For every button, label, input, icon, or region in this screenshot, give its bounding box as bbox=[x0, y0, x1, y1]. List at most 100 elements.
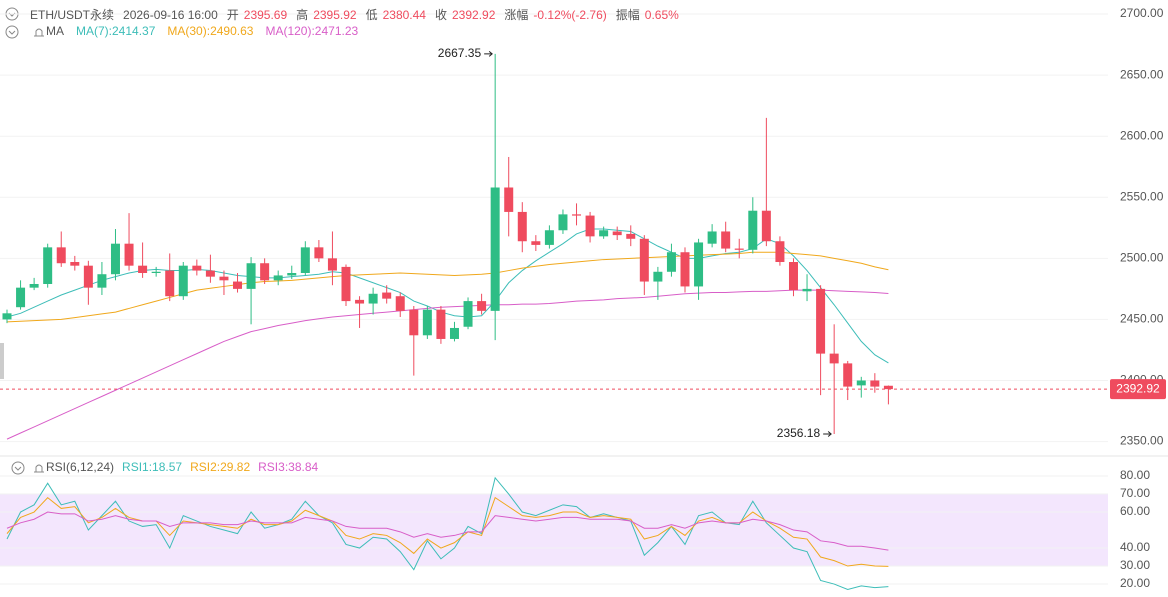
rsi-legend-item: RSI2:29.82 bbox=[190, 460, 251, 474]
candle-body bbox=[761, 210, 771, 242]
candle-body bbox=[233, 281, 243, 289]
candle-body bbox=[856, 380, 866, 386]
candle-body bbox=[477, 301, 487, 311]
candle-body bbox=[572, 214, 582, 216]
y-tick-label: 2700.00 bbox=[1120, 6, 1164, 20]
last-price-tag bbox=[1110, 379, 1166, 400]
candle-body bbox=[544, 230, 554, 245]
value: 2395.92 bbox=[313, 7, 357, 22]
y-tick-label: 70.00 bbox=[1120, 486, 1150, 500]
y-tick-label: 2350.00 bbox=[1120, 434, 1164, 448]
candle-body bbox=[16, 287, 26, 308]
candle-body bbox=[2, 313, 12, 320]
candle-body bbox=[721, 231, 731, 249]
indicator-line bbox=[6, 228, 889, 364]
candle-body bbox=[43, 247, 53, 284]
candle-body bbox=[355, 299, 365, 304]
candle-body bbox=[666, 252, 676, 272]
candle-body bbox=[151, 271, 161, 273]
y-tick-label: 40.00 bbox=[1120, 540, 1150, 554]
extreme-label: 2356.18 bbox=[777, 426, 821, 440]
candle-body bbox=[829, 353, 839, 364]
y-tick-label: 80.00 bbox=[1120, 468, 1150, 482]
arrow bbox=[484, 51, 493, 57]
candle-body bbox=[327, 258, 337, 271]
candle-body bbox=[165, 270, 175, 297]
candle-body bbox=[680, 252, 690, 287]
candle-body bbox=[639, 238, 649, 282]
candle-body bbox=[110, 243, 120, 275]
candle-body bbox=[612, 231, 622, 236]
time: 2026-09-16 16:00 bbox=[123, 7, 218, 22]
indicator-line bbox=[6, 511, 889, 551]
ma-legend: MA MA(7):2414.37 MA(30):2490.63 MA(120):24… bbox=[46, 24, 358, 38]
candle-body bbox=[843, 363, 853, 387]
candle-body bbox=[436, 309, 446, 339]
ma-legend-item: MA(120):2471.23 bbox=[265, 24, 359, 38]
value: 2395.69 bbox=[243, 7, 288, 22]
last-price-label: 2392.92 bbox=[1116, 381, 1160, 395]
indicator-line bbox=[6, 289, 889, 440]
arrow bbox=[823, 431, 832, 437]
label: 振幅 bbox=[615, 8, 640, 22]
candle-body bbox=[368, 293, 378, 304]
header-line: ETH/USDT永续 2026-09-16 16:00 开 2395.69 高 23… bbox=[30, 6, 679, 23]
rsi-legend-item: RSI1:18.57 bbox=[122, 460, 183, 474]
candle-body bbox=[192, 265, 202, 271]
y-tick-label: 20.00 bbox=[1120, 576, 1150, 590]
candle-body bbox=[788, 262, 798, 291]
value: 2392.92 bbox=[452, 7, 496, 22]
candle-body bbox=[273, 275, 283, 281]
y-tick-label: 2450.00 bbox=[1120, 312, 1164, 326]
candle-body bbox=[422, 309, 432, 336]
candle-body bbox=[531, 241, 541, 245]
label: 开 bbox=[226, 8, 239, 22]
candle-body bbox=[205, 270, 215, 277]
icons bbox=[5, 7, 44, 475]
candle-body bbox=[70, 262, 80, 266]
candle-body bbox=[585, 215, 595, 237]
candle-body bbox=[83, 265, 93, 288]
rsi-legend: RSI(6,12,24) RSI1:18.57 RSI2:29.82 RSI3:38… bbox=[46, 460, 318, 474]
candle-body bbox=[870, 380, 880, 387]
y-tick-label: 2650.00 bbox=[1120, 67, 1164, 81]
candle-body bbox=[775, 241, 785, 263]
side-tab[interactable] bbox=[0, 343, 4, 379]
candle-body bbox=[707, 231, 717, 244]
label: 收 bbox=[434, 8, 447, 22]
candle-body bbox=[178, 265, 188, 297]
candle-body bbox=[341, 266, 351, 302]
candle-body bbox=[260, 263, 270, 281]
label: 涨幅 bbox=[504, 8, 529, 22]
indicator-line bbox=[6, 251, 889, 323]
candle-body bbox=[653, 271, 663, 282]
label: 低 bbox=[365, 8, 378, 22]
candle-body bbox=[883, 385, 893, 390]
candle-body bbox=[138, 265, 148, 273]
candle-body bbox=[300, 247, 310, 273]
y-tick-label: 2600.00 bbox=[1120, 128, 1164, 142]
candle-body bbox=[748, 210, 758, 250]
candle-body bbox=[558, 214, 568, 231]
candle-body bbox=[382, 292, 392, 299]
candle-body bbox=[97, 274, 107, 288]
rsi-legend-item: RSI3:38.84 bbox=[258, 460, 319, 474]
ma-label: MA bbox=[46, 24, 64, 38]
candle-body bbox=[816, 288, 826, 354]
y-tick-label: 2500.00 bbox=[1120, 251, 1164, 265]
label: 高 bbox=[296, 8, 309, 22]
value: 2380.44 bbox=[382, 7, 426, 22]
candle-body bbox=[409, 309, 419, 336]
candle-body bbox=[219, 276, 229, 281]
candle-body bbox=[504, 187, 514, 212]
candle-body bbox=[449, 327, 459, 339]
candle-body bbox=[287, 273, 297, 276]
candle-body bbox=[56, 247, 66, 264]
value: -0.12%(-2.76) bbox=[533, 7, 607, 22]
candle-body bbox=[463, 301, 473, 327]
ma-legend-item: MA(7):2414.37 bbox=[76, 24, 156, 38]
candle-body bbox=[314, 247, 324, 259]
candle-body bbox=[29, 283, 39, 288]
candle-body bbox=[395, 296, 405, 311]
